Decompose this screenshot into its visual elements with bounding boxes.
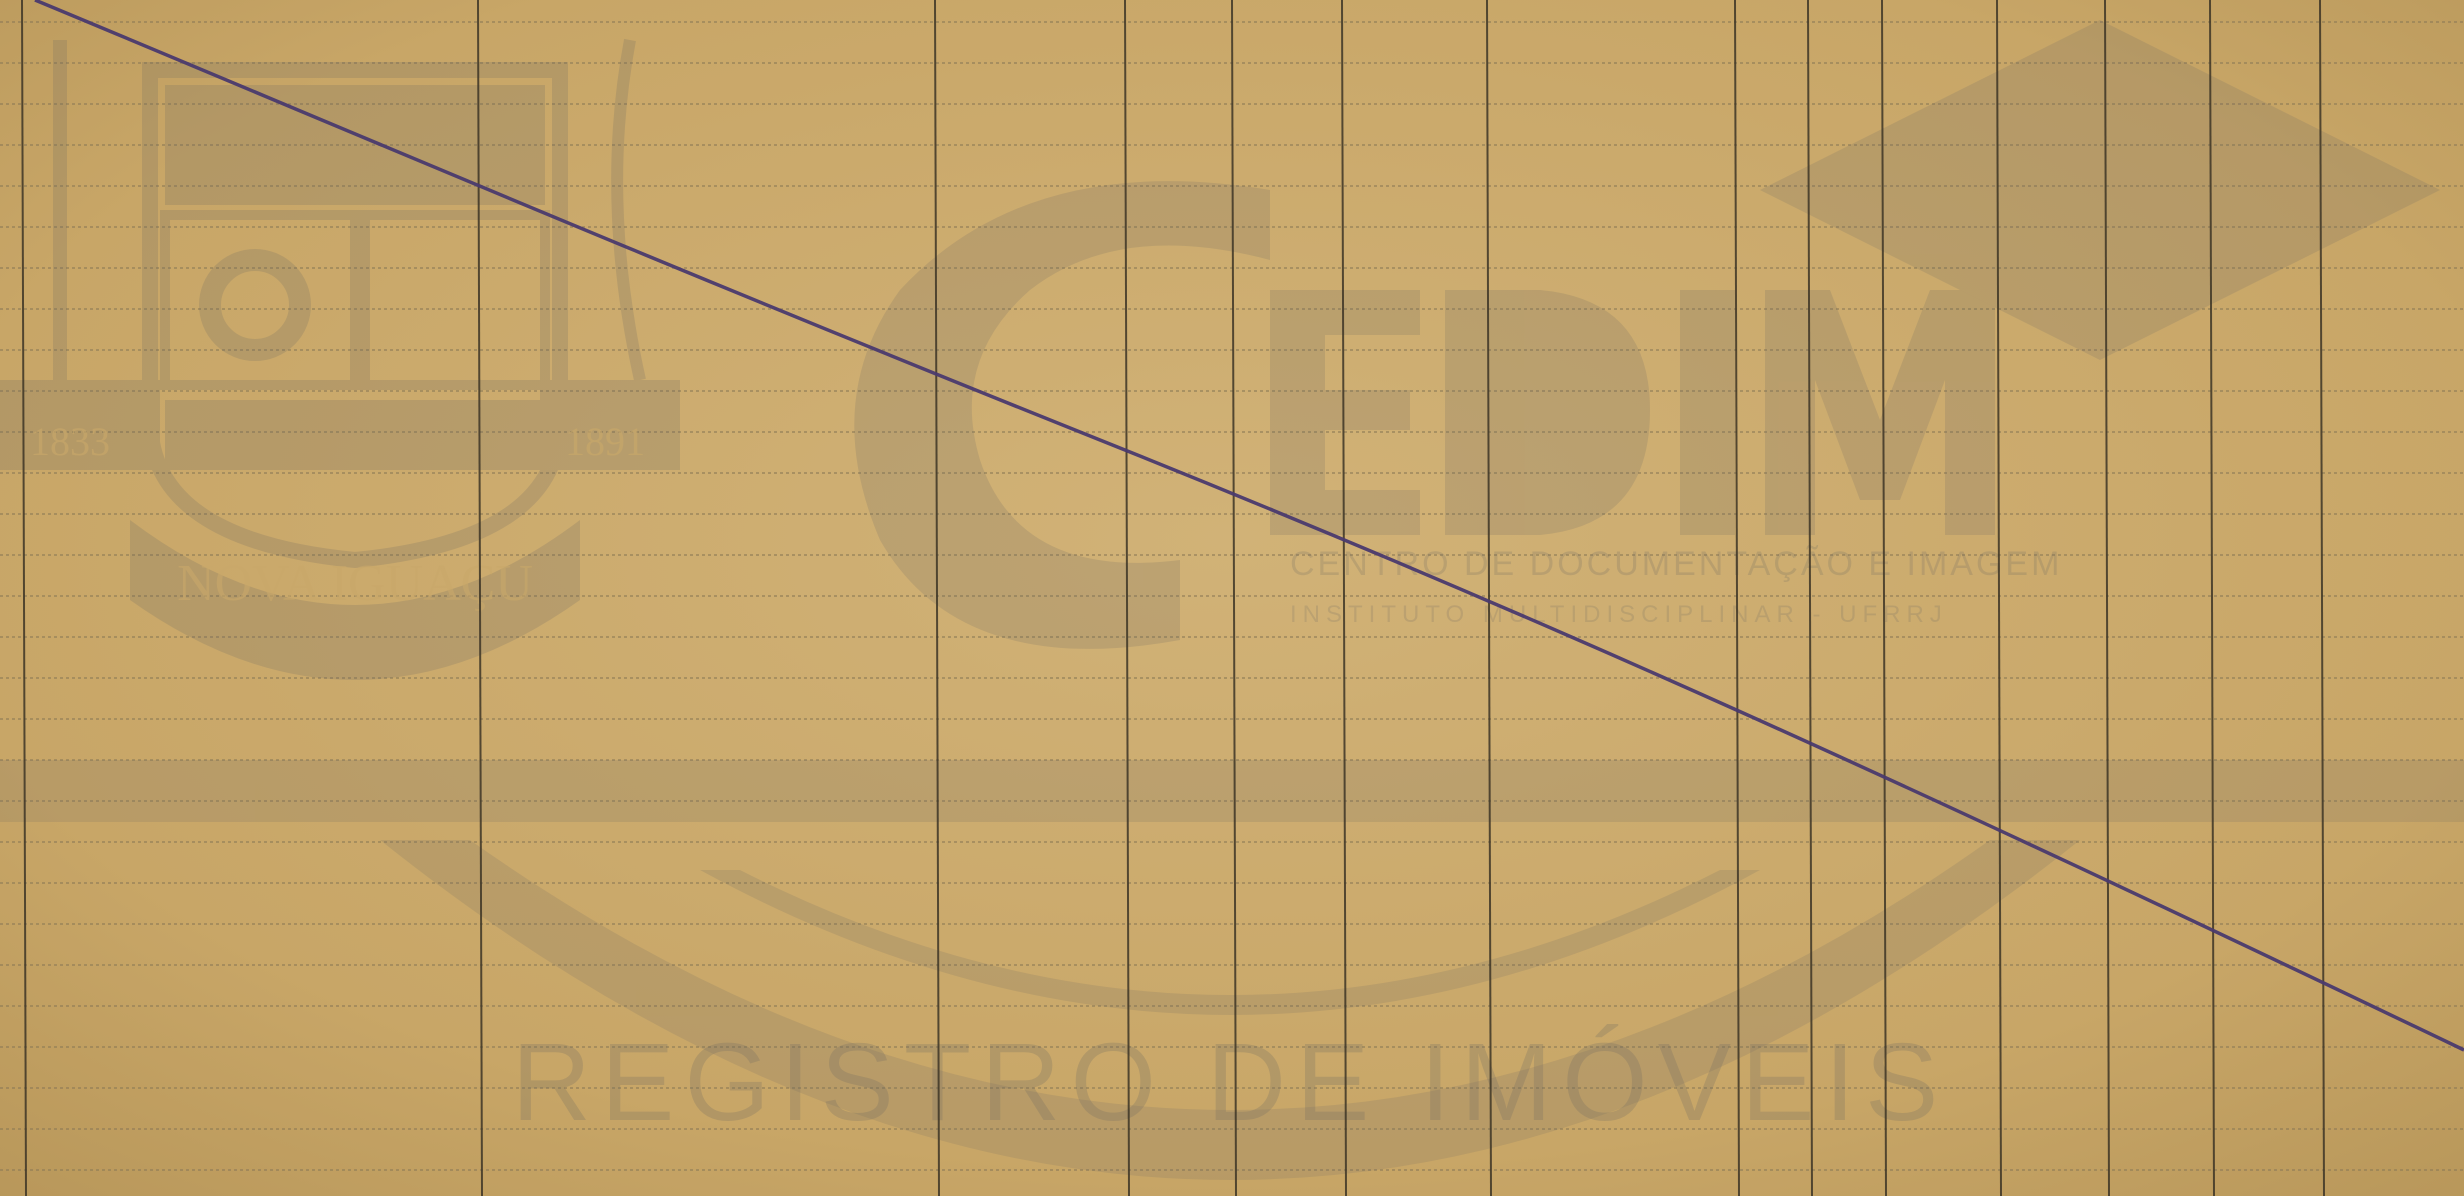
column-rule <box>934 0 940 1196</box>
cancellation-line <box>34 0 2464 1052</box>
column-rule <box>477 0 483 1196</box>
column-rule <box>1734 0 1740 1196</box>
column-rule <box>2319 0 2325 1196</box>
nova-iguacu-crest-icon <box>0 38 680 680</box>
column-rule <box>1807 0 1813 1196</box>
column-rule <box>1996 0 2002 1196</box>
registro-seal-icon <box>0 760 2464 1180</box>
registro-text: REGISTRO DE IMÓVEIS <box>512 1021 1949 1144</box>
column-rule <box>1341 0 1347 1196</box>
crest-year-left: 1833 <box>30 419 110 464</box>
column-rule <box>1486 0 1492 1196</box>
cedim-subtitle: CENTRO DE DOCUMENTAÇÃO E IMAGEM <box>1290 545 2062 583</box>
crest-year-right: 1891 <box>565 419 645 464</box>
vertical-rules <box>21 0 2325 1196</box>
horizontal-rules <box>0 21 2464 1171</box>
column-rule <box>21 0 27 1196</box>
cedim-institute: INSTITUTO MULTIDISCIPLINAR - UFRRJ <box>1290 601 1948 628</box>
column-rule <box>1124 0 1130 1196</box>
crest-banner-text: NOVA IGUAÇU <box>177 555 533 612</box>
cedim-logo-icon <box>854 20 2440 649</box>
column-rule <box>2209 0 2215 1196</box>
column-rule <box>1231 0 1237 1196</box>
column-rule <box>1881 0 1887 1196</box>
column-rule <box>2104 0 2110 1196</box>
